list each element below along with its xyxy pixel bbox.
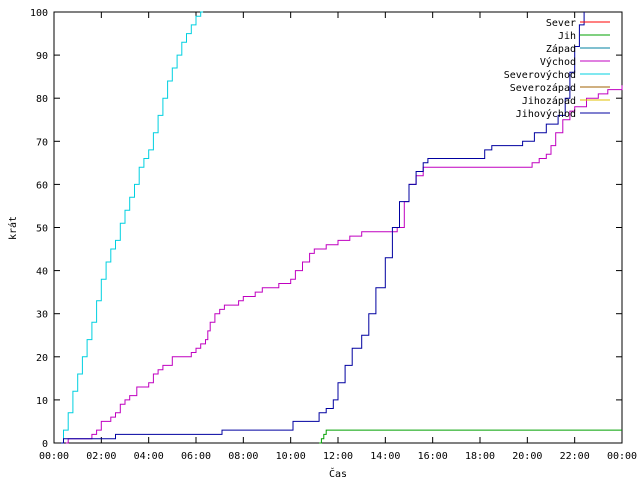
legend-label: Jihovýchod (516, 108, 576, 120)
legend-label: Severozápad (510, 82, 576, 94)
y-tick-label: 90 (36, 51, 48, 62)
series-line (61, 12, 585, 444)
x-tick-label: 20:00 (512, 451, 542, 462)
y-tick-label: 10 (36, 396, 48, 407)
legend-label: Jih (558, 31, 576, 42)
y-tick-label: 70 (36, 137, 48, 148)
y-tick-label: 20 (36, 353, 48, 364)
y-tick-label: 100 (30, 8, 48, 19)
y-tick-label: 80 (36, 94, 48, 105)
series-line (65, 85, 623, 444)
x-axis-label: Čas (329, 467, 347, 480)
x-tick-label: 06:00 (181, 451, 211, 462)
y-tick-label: 60 (36, 180, 48, 191)
series-line (319, 429, 622, 444)
legend: Sever JihZápadVýchodSeverovýchodSeverozáp… (504, 18, 610, 120)
legend-label: Severovýchod (504, 69, 576, 81)
x-tick-label: 04:00 (134, 451, 164, 462)
y-tick-label: 30 (36, 310, 48, 321)
x-tick-label: 02:00 (86, 451, 116, 462)
legend-label: Východ (540, 56, 576, 68)
x-tick-label: 12:00 (323, 451, 353, 462)
y-tick-label: 40 (36, 267, 48, 278)
x-tick-label: 22:00 (560, 451, 590, 462)
series-line (61, 11, 204, 444)
legend-label: Jihozápad (522, 95, 576, 107)
x-tick-label: 08:00 (228, 451, 258, 462)
x-tick-label: 14:00 (370, 451, 400, 462)
x-tick-label: 10:00 (276, 451, 306, 462)
y-axis-ticks: 0 10 20 30 40 50 60 70 80 90 100 (30, 8, 622, 450)
x-tick-label: 16:00 (418, 451, 448, 462)
series-lines (61, 11, 623, 444)
y-tick-label: 0 (42, 439, 48, 450)
x-tick-label: 00:00 (39, 451, 69, 462)
x-axis-ticks: 00:00 02:00 04:00 06:00 08:00 10:00 12:00 14:00… (39, 12, 637, 462)
x-tick-label: 18:00 (465, 451, 495, 462)
x-tick-label: 00:00 (607, 451, 637, 462)
y-axis-label: krát (7, 216, 19, 240)
legend-label: Západ (546, 43, 576, 55)
y-tick-label: 50 (36, 224, 48, 235)
legend-label: Sever (546, 18, 576, 29)
